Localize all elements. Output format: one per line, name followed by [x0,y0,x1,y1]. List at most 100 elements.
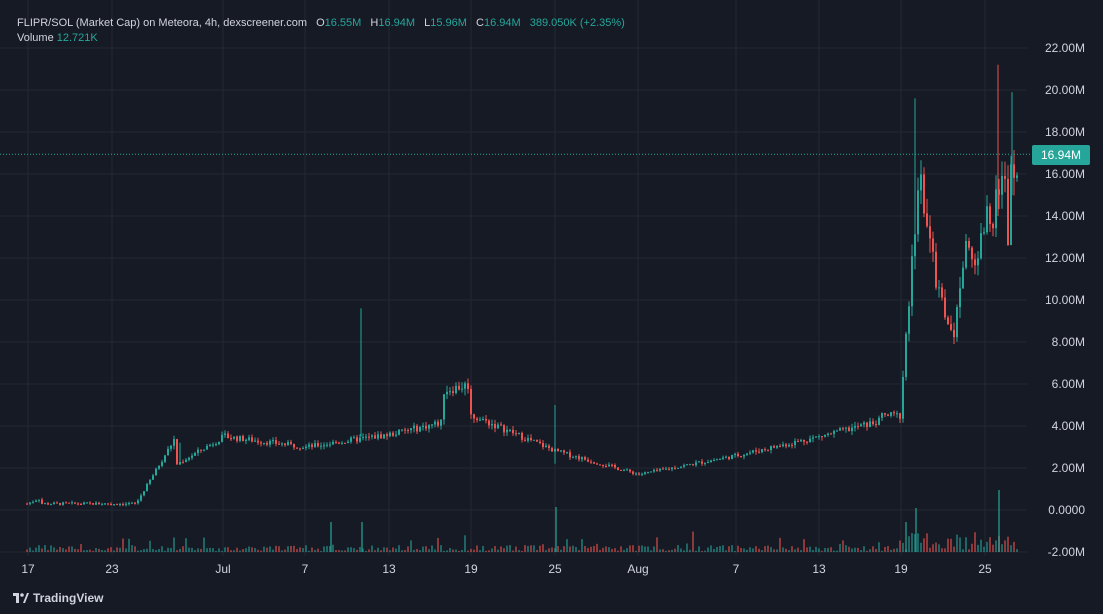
volume-bar [842,540,844,552]
candle-body [377,434,379,439]
candle-body [797,441,799,443]
volume-bar [938,544,940,552]
y-tick-label: 2.00M [1052,461,1085,475]
volume-bar [209,547,211,552]
candle-body [239,435,241,441]
volume-bar [431,545,433,552]
candle-body [374,435,376,439]
candle-body [434,421,436,425]
candle-body [659,468,661,471]
volume-bar [506,545,508,552]
candle-body [626,469,628,471]
candle-body [263,442,265,444]
volume-bar [869,549,871,552]
volume-bar [656,537,658,552]
candle-body [689,464,691,466]
volume-bar [92,550,94,552]
volume-bar [899,540,901,552]
volume-bar [764,546,766,552]
volume-bar [449,548,451,552]
volume-bar [473,549,475,552]
candle-body [260,442,262,444]
volume-bar [134,546,136,552]
candle-body [587,459,589,462]
volume-bar [287,546,289,552]
tradingview-icon [13,593,29,603]
volume-bar [722,545,724,552]
candle-body [83,502,85,505]
candle-body [161,461,163,467]
volume-bar [104,550,106,552]
candle-body [41,499,43,504]
volume-bar [915,508,917,552]
volume-bar [239,550,241,552]
volume-bar [434,549,436,552]
volume-bar [662,549,664,552]
candle-body [74,502,76,504]
candle-body [611,464,613,466]
candle-body [359,437,361,442]
candle-body [251,437,253,442]
candle-body [392,432,394,436]
volume-bar [674,548,676,552]
volume-bar [524,545,526,552]
candle-body [1010,164,1012,246]
candle-body [185,459,187,462]
high-label: H [370,17,379,29]
candle-body [197,449,199,453]
candle-body [389,432,391,437]
candle-body [590,461,592,463]
tradingview-logo[interactable]: TradingView [13,591,103,605]
volume-bar [335,550,337,552]
candle-body [155,468,157,476]
volume-bar [983,546,985,552]
candle-body [137,500,139,504]
candle-body [899,413,901,419]
volume-bar [935,542,937,552]
candle-body [932,238,934,252]
volume-bar [95,548,97,552]
candle-body [821,436,823,438]
candle-body [500,424,502,426]
volume-bar [77,549,79,552]
candle-body [479,419,481,421]
candle-body [857,425,859,427]
candle-body [365,436,367,438]
volume-bar [62,548,64,552]
candle-body [584,457,586,460]
volume-bar [509,545,511,552]
volume-bar [74,548,76,552]
volume-bar [527,545,529,552]
candle-body [845,427,847,429]
candle-body [89,502,91,504]
high-value: 16.94M [378,17,416,29]
candle-body [284,443,286,445]
candle-body [593,462,595,464]
candle-body [989,206,991,224]
candle-body [986,206,988,233]
candle-body [950,324,952,330]
y-tick-label: 4.00M [1052,419,1085,433]
candle-body [125,503,127,505]
candle-body [890,412,892,416]
candle-body [779,445,781,447]
volume-bar [440,545,442,552]
volume-bar [128,538,130,552]
candle-body [782,444,784,447]
volume-bar [593,545,595,552]
candle-body [515,433,517,435]
candle-body [38,499,40,501]
candle-body [551,448,553,452]
volume-bar [797,547,799,552]
candle-body [47,503,49,505]
candle-body [665,468,667,470]
volume-bar [929,547,931,552]
candle-body [776,445,778,448]
volume-bar [416,548,418,552]
volume-bar [224,547,226,552]
candle-body [455,385,457,394]
candle-body [494,424,496,429]
volume-bar [647,546,649,552]
candle-body [875,424,877,426]
